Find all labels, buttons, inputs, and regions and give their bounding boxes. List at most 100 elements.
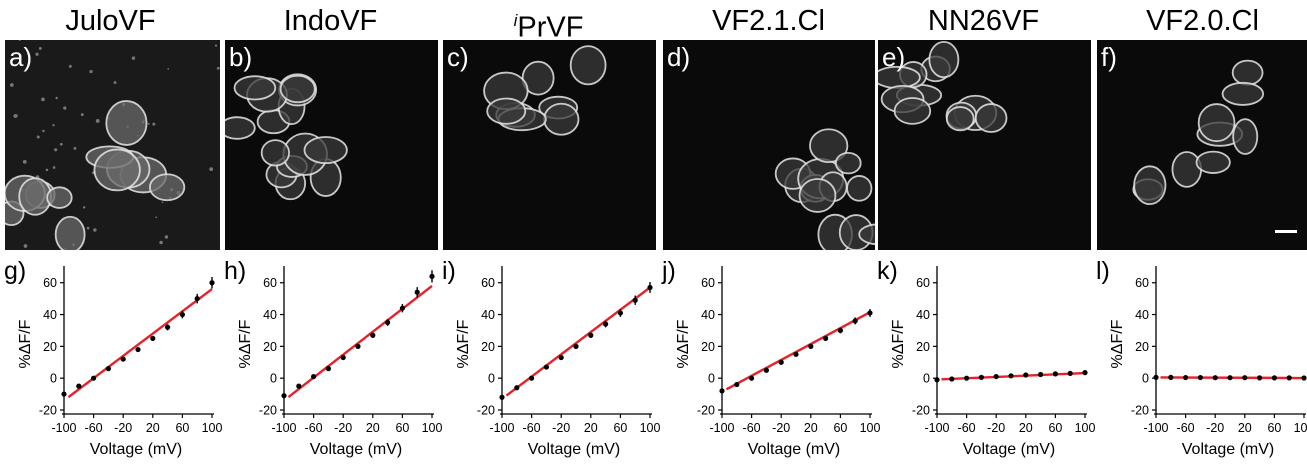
y-tick-label: 40 — [263, 308, 277, 322]
x-tick-label: -20 — [1206, 421, 1224, 435]
data-point — [632, 297, 638, 303]
data-point — [1257, 375, 1263, 381]
y-tick-label: 40 — [43, 308, 57, 322]
data-point — [311, 373, 317, 380]
data-point — [385, 319, 391, 326]
y-tick-label: 0 — [488, 372, 495, 386]
x-tick-label: -60 — [523, 421, 541, 435]
x-tick-label: 100 — [202, 421, 223, 435]
data-point — [1271, 375, 1277, 381]
data-point — [1082, 370, 1088, 376]
data-point — [91, 375, 97, 381]
x-tick-label: -20 — [114, 421, 132, 435]
data-point — [105, 366, 111, 372]
data-point — [749, 375, 755, 381]
x-tick-label: -100 — [271, 421, 296, 435]
micrograph-panel-letter: c) — [447, 42, 469, 72]
data-point — [1038, 371, 1044, 378]
fit-line — [67, 288, 213, 399]
y-tick-label: 0 — [270, 372, 277, 386]
data-point — [993, 373, 999, 380]
data-point — [499, 394, 505, 400]
data-point — [793, 351, 799, 357]
y-tick-label: 20 — [701, 340, 715, 354]
data-point — [543, 364, 549, 370]
data-point — [61, 391, 67, 397]
panel-title-6: VF2.0.Cl — [1095, 4, 1307, 38]
micrograph-5: e) — [878, 40, 1091, 250]
y-tick-label: -20 — [1131, 404, 1149, 418]
data-point — [1153, 374, 1159, 380]
plot-panel-letter: i) — [442, 257, 456, 285]
data-point — [414, 289, 420, 295]
data-point — [514, 385, 520, 391]
x-tick-label: 60 — [1048, 421, 1062, 435]
data-point — [179, 311, 185, 318]
x-tick-label: 100 — [1294, 421, 1307, 435]
y-tick-label: 40 — [701, 308, 715, 322]
y-axis-label: %ΔF/F — [17, 319, 34, 368]
data-point — [837, 327, 843, 334]
y-tick-label: 0 — [708, 372, 715, 386]
y-tick-label: 40 — [1135, 308, 1149, 322]
x-axis-label: Voltage (mV) — [528, 441, 620, 458]
x-tick-label: -20 — [552, 421, 570, 435]
fit-line — [505, 286, 651, 397]
x-tick-label: 100 — [860, 421, 881, 435]
y-tick-label: 0 — [923, 372, 930, 386]
data-point — [603, 321, 609, 327]
fit-line — [725, 311, 871, 391]
data-point — [325, 366, 331, 372]
panel-title-4: VF2.1.Cl — [661, 4, 876, 38]
data-point — [573, 343, 579, 349]
data-point — [1168, 374, 1174, 380]
micrograph-3: c) — [443, 40, 656, 250]
y-tick-label: 20 — [481, 340, 495, 354]
x-tick-label: 60 — [613, 421, 627, 435]
data-point — [978, 374, 984, 380]
micrograph-4: d) — [663, 40, 875, 250]
data-point — [588, 332, 594, 338]
data-point — [1197, 374, 1203, 381]
data-point — [1227, 375, 1233, 381]
data-point — [76, 383, 82, 389]
data-point — [617, 310, 623, 316]
micrograph-image — [443, 40, 656, 250]
micrograph-image — [225, 40, 438, 250]
scatter-plot: -20 0 20 40 60 -100 -60 -20 20 60 100 Voltage (mV)%… — [1109, 266, 1307, 458]
panel-title-text: JuloVF — [65, 5, 156, 37]
data-point — [296, 383, 302, 389]
panel-title-text: VF2.0.Cl — [1146, 5, 1259, 37]
plot-4: j) -20 0 20 40 60 -100 -60 -20 20 60 100 Voltage (mV… — [660, 256, 881, 466]
panel-title-1: JuloVF — [3, 4, 218, 38]
data-point — [647, 284, 653, 291]
y-axis-label: %ΔF/F — [675, 319, 692, 368]
x-tick-label: 60 — [395, 421, 409, 435]
data-point — [529, 375, 535, 381]
fit-line — [287, 284, 433, 398]
data-point — [194, 296, 200, 302]
x-axis-label: Voltage (mV) — [310, 441, 402, 458]
y-tick-label: 20 — [1135, 340, 1149, 354]
x-tick-label: 100 — [1075, 421, 1096, 435]
x-tick-label: 20 — [366, 421, 380, 435]
x-tick-label: 20 — [1019, 421, 1033, 435]
x-tick-label: 20 — [804, 421, 818, 435]
data-point — [281, 393, 287, 399]
data-point — [429, 273, 435, 279]
x-tick-label: 100 — [640, 421, 661, 435]
y-tick-label: -20 — [912, 404, 930, 418]
plot-panel-letter: j) — [662, 257, 676, 285]
data-point — [823, 335, 829, 342]
panel-title-3: iPrVF — [441, 4, 656, 45]
data-point — [1067, 370, 1073, 377]
y-axis-label: %ΔF/F — [237, 319, 254, 368]
x-tick-label: 20 — [584, 421, 598, 435]
x-tick-label: 60 — [175, 421, 189, 435]
y-tick-label: 20 — [43, 340, 57, 354]
data-point — [964, 375, 970, 381]
plot-3: i) -20 0 20 40 60 -100 -60 -20 20 60 100 Voltage (mV… — [440, 256, 661, 466]
data-point — [1183, 374, 1189, 381]
micrograph-image — [5, 40, 220, 250]
